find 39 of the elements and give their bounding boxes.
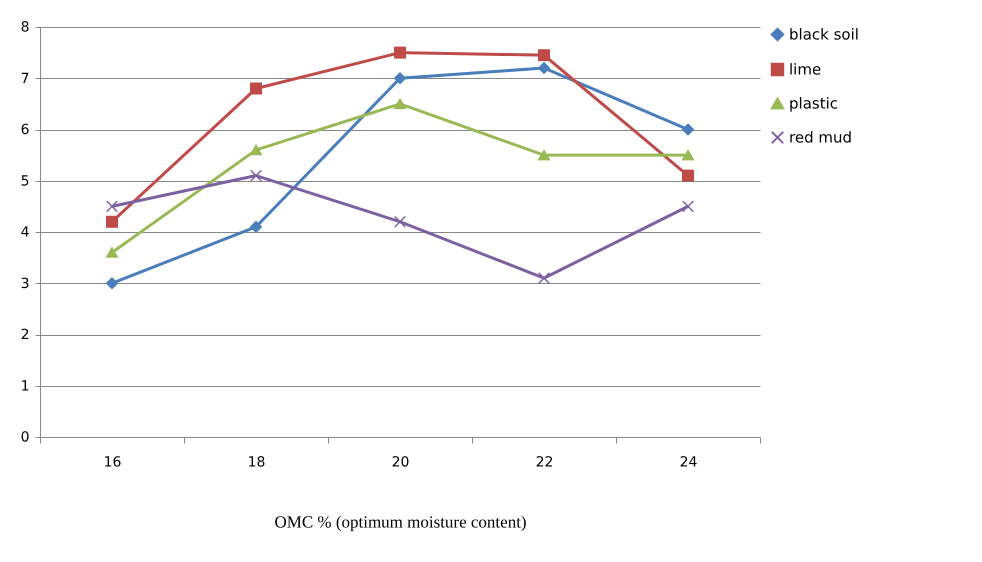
point	[394, 46, 406, 59]
point	[682, 150, 694, 160]
y-tick-label: 2	[20, 327, 30, 343]
point	[538, 49, 550, 62]
point	[250, 170, 262, 182]
legend-label: plastic	[789, 94, 838, 112]
point	[106, 216, 118, 228]
x-tick-label: 20	[392, 454, 410, 470]
point	[106, 200, 118, 212]
point	[538, 272, 550, 284]
point	[106, 247, 118, 258]
x-tick-label: 22	[536, 454, 554, 470]
legend-label: black soil	[789, 26, 859, 44]
x-tick-label: 16	[104, 454, 122, 470]
point	[394, 216, 406, 228]
point	[250, 82, 262, 94]
x-axis-title: OMC % (optimum moisture content)	[274, 512, 527, 532]
legend-label: red mud	[789, 128, 852, 146]
point	[538, 62, 550, 74]
point	[394, 98, 406, 110]
y-tick-label: 6	[20, 122, 30, 138]
legend-label: lime	[789, 60, 822, 78]
y-tick-label: 4	[20, 224, 30, 240]
point	[538, 150, 550, 160]
point	[682, 124, 694, 136]
point	[682, 200, 694, 212]
point	[394, 72, 406, 84]
y-tick-label: 7	[20, 70, 30, 87]
x-tick-label: 18	[248, 454, 266, 470]
y-tick-label: 8	[20, 20, 30, 36]
y-tick-label: 0	[20, 430, 30, 446]
point	[250, 220, 262, 233]
y-tick-label: 1	[20, 378, 30, 394]
x-tick-label: 24	[680, 454, 698, 470]
y-tick-label: 3	[20, 276, 30, 292]
point	[106, 277, 118, 290]
y-tick-label: 5	[20, 173, 30, 190]
point	[682, 170, 694, 182]
point	[250, 144, 262, 156]
